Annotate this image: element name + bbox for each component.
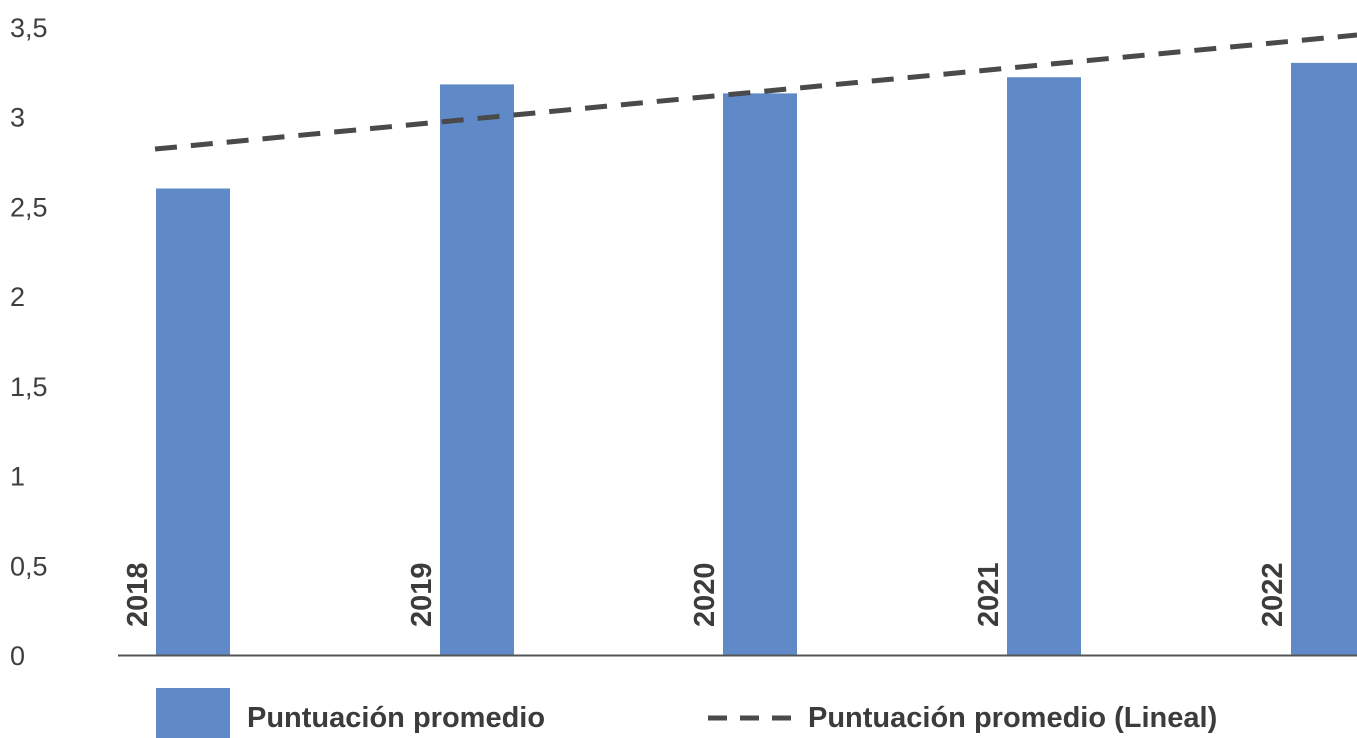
legend: Puntuación promedio Puntuación promedio … — [156, 688, 1217, 738]
y-tick-label: 1 — [10, 462, 25, 492]
legend-label-trendline: Puntuación promedio (Lineal) — [808, 702, 1217, 734]
x-axis-labels: 2018 2019 2020 2021 2022 — [122, 562, 1289, 627]
x-tick-label: 2019 — [406, 562, 438, 627]
x-tick-label: 2018 — [122, 562, 154, 627]
y-tick-label: 0 — [10, 641, 25, 671]
legend-swatch-bars — [156, 688, 230, 738]
bar-2019 — [440, 84, 514, 656]
bar-2022 — [1291, 62, 1357, 655]
bar-2018 — [156, 188, 230, 655]
bars — [156, 62, 1357, 656]
x-tick-label: 2020 — [689, 562, 721, 627]
bar-2021 — [1007, 77, 1081, 656]
y-tick-label: 0,5 — [10, 551, 48, 581]
y-tick-label: 3,5 — [10, 13, 48, 43]
y-tick-label: 2,5 — [10, 192, 48, 222]
trendline — [154, 32, 1357, 152]
legend-label-bars: Puntuación promedio — [247, 702, 545, 734]
bar-2020 — [723, 93, 797, 656]
x-tick-label: 2022 — [1257, 562, 1289, 627]
y-tick-label: 1,5 — [10, 372, 48, 402]
y-tick-label: 2 — [10, 282, 25, 312]
y-axis-ticks: 0 0,5 1 1,5 2 2,5 3 3,5 — [10, 13, 48, 671]
x-tick-label: 2021 — [973, 562, 1005, 627]
y-tick-label: 3 — [10, 103, 25, 133]
